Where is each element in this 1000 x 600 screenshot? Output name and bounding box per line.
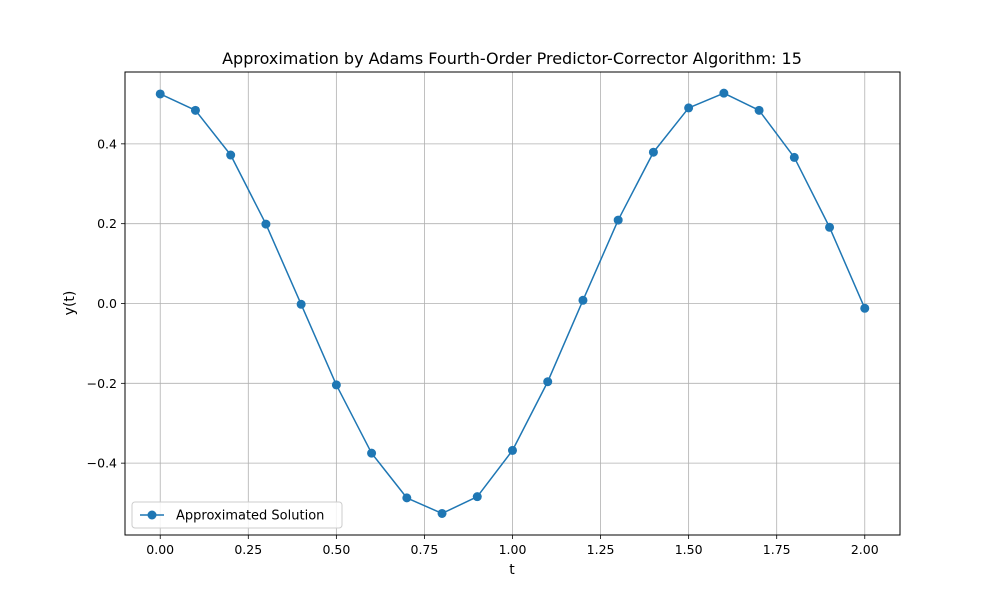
x-tick-label: 1.50	[675, 542, 703, 557]
y-tick-label: 0.4	[97, 136, 117, 151]
x-tick-label: 1.00	[499, 542, 527, 557]
data-point	[754, 105, 764, 115]
data-point	[613, 215, 623, 225]
x-tick-label: 0.75	[411, 542, 439, 557]
data-point	[155, 89, 165, 99]
y-axis-ticks: −0.4 −0.2 0.0 0.2 0.4	[87, 136, 125, 471]
data-point	[331, 380, 341, 390]
data-point	[825, 222, 835, 232]
legend-marker	[147, 510, 157, 520]
data-point	[261, 219, 271, 229]
legend-label: Approximated Solution	[176, 509, 324, 524]
x-tick-label: 0.00	[146, 542, 174, 557]
legend: Approximated Solution	[131, 501, 343, 529]
x-axis-ticks: 0.00 0.25 0.50 0.75 1.00 1.25 1.50 1.75 2.00	[146, 535, 879, 557]
data-point	[367, 448, 377, 458]
data-point	[190, 105, 200, 115]
y-tick-label: 0.2	[97, 216, 117, 231]
data-point	[543, 377, 553, 387]
x-tick-label: 0.50	[322, 542, 350, 557]
y-tick-label: 0.0	[97, 296, 117, 311]
data-point	[860, 303, 870, 313]
x-tick-label: 0.25	[234, 542, 262, 557]
y-tick-label: −0.4	[87, 456, 117, 471]
grid	[125, 72, 900, 535]
data-point	[789, 152, 799, 162]
x-tick-label: 1.25	[587, 542, 615, 557]
x-axis-label: t	[509, 562, 515, 578]
legend-box	[131, 501, 343, 529]
y-axis-label: y(t)	[62, 291, 78, 316]
x-tick-label: 2.00	[851, 542, 879, 557]
data-point	[437, 508, 447, 518]
data-point	[719, 88, 729, 98]
y-tick-label: −0.2	[87, 376, 117, 391]
chart-title: Approximation by Adams Fourth-Order Pred…	[222, 49, 802, 68]
data-point	[226, 150, 236, 160]
data-point	[472, 492, 482, 502]
data-point	[578, 295, 588, 305]
x-tick-label: 1.75	[763, 542, 791, 557]
data-point	[684, 103, 694, 113]
data-point	[648, 147, 658, 157]
data-point	[508, 445, 517, 455]
series-layer	[155, 88, 870, 518]
data-point	[296, 299, 306, 309]
data-point	[402, 493, 412, 503]
